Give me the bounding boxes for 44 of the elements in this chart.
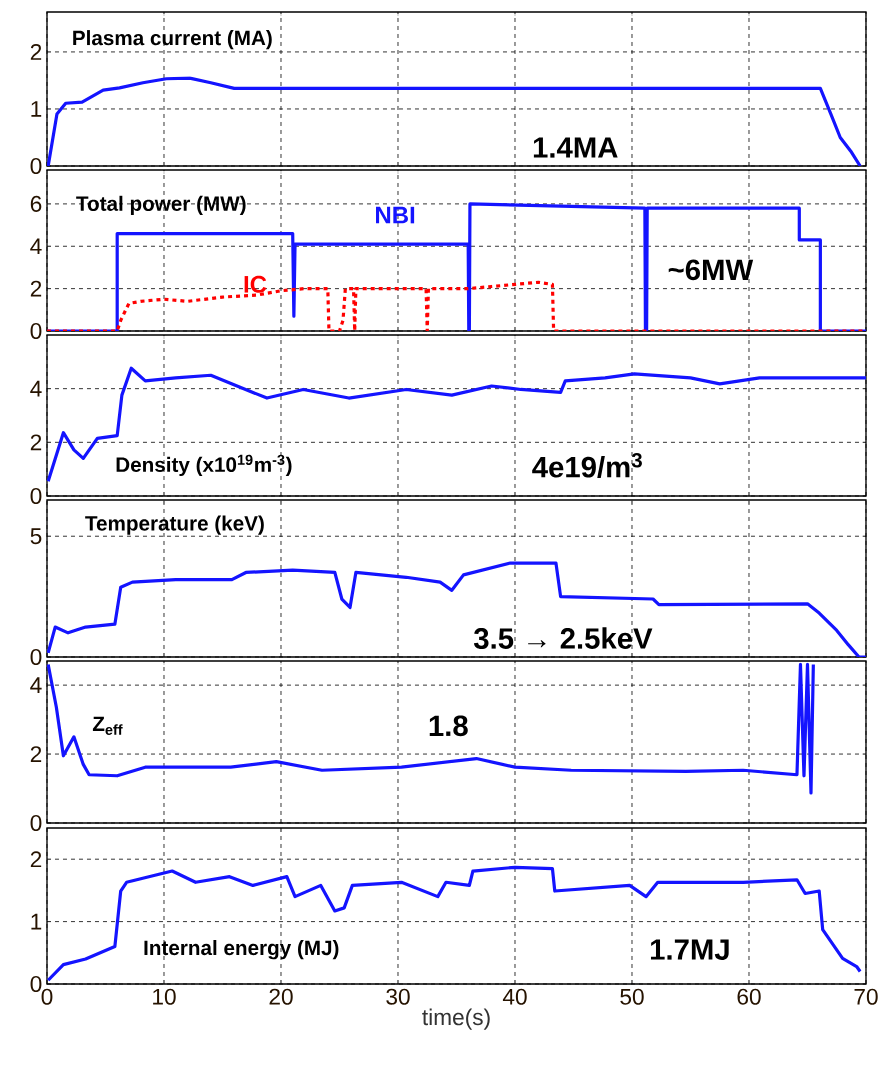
- x-axis-title: time(s): [422, 1008, 490, 1030]
- x-tick-label: 40: [502, 988, 527, 1005]
- series-label: NBI: [376, 206, 415, 224]
- text: Internal energy (MJ): [144, 940, 339, 960]
- annotation: 4e19/m$^{3}$: [532, 452, 642, 478]
- y-tick-label: 2: [30, 851, 42, 868]
- line-series: [47, 561, 866, 657]
- x-tick-label: 50: [620, 988, 644, 1005]
- y-tick-label: 4: [30, 677, 42, 693]
- text: Plasma current (MA): [73, 30, 272, 50]
- y-tick-label: 2: [30, 434, 42, 451]
- y-tick-label: 1: [31, 913, 42, 930]
- y-tick-label: 4: [30, 238, 42, 255]
- text: Z$_{eff}$: [92, 716, 123, 735]
- text: Temperature (keV): [85, 515, 264, 535]
- annotation: 1.8: [429, 715, 468, 737]
- y-tick-label: 4: [30, 380, 42, 397]
- y-tick-label: 0: [30, 814, 42, 832]
- line-series: [47, 662, 815, 795]
- x-tick-label: 60: [737, 988, 761, 1005]
- text: Density (x10$^{19}$m$^{-3}$): [116, 454, 292, 477]
- y-tick-label: 2: [30, 746, 42, 762]
- annotation: 1.4MA: [533, 137, 618, 158]
- line-series: [47, 366, 866, 483]
- y-tick-label: 0: [30, 487, 42, 505]
- y-tick-label: 0: [30, 648, 42, 666]
- y-tick-label: 6: [30, 195, 42, 212]
- x-tick-label: 70: [854, 988, 878, 1005]
- x-tick-label: 10: [153, 988, 176, 1005]
- text: Total power (MW): [76, 195, 246, 216]
- annotation: 3.5 → 2.5keV: [473, 627, 653, 649]
- y-tick-label: 2: [30, 280, 42, 297]
- y-tick-label: 0: [30, 157, 42, 175]
- series-label: IC: [244, 275, 267, 293]
- x-tick-label: 20: [269, 988, 293, 1005]
- y-tick-label: 1: [31, 101, 42, 117]
- y-tick-label: 5: [30, 528, 42, 545]
- annotation: ~6MW: [668, 259, 754, 281]
- annotation: 1.7MJ: [650, 939, 729, 960]
- line-series: [47, 865, 862, 982]
- y-tick-label: 0: [30, 975, 42, 993]
- y-tick-label: 0: [30, 322, 42, 340]
- x-tick-label: 30: [386, 988, 410, 1005]
- y-tick-label: 2: [30, 44, 42, 60]
